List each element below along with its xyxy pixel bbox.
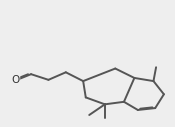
Text: O: O xyxy=(11,75,20,85)
